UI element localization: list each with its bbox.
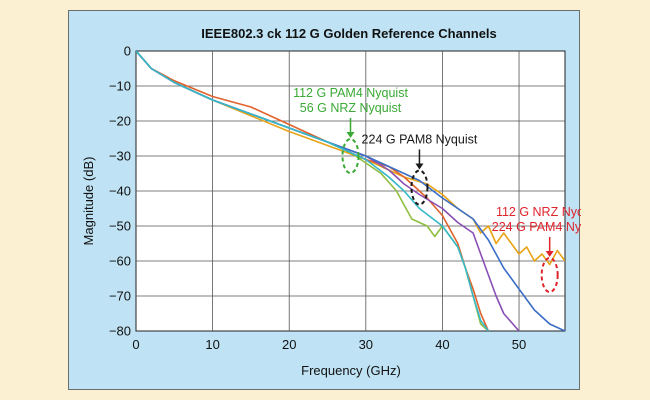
annotation-marker: [341, 138, 360, 174]
y-tick-label: 0: [124, 44, 131, 59]
series-line-6: [136, 51, 490, 331]
y-tick-label: −80: [109, 324, 131, 339]
annotation-text: 224 G PAM4 Nyquist: [492, 220, 581, 234]
x-tick-label: 50: [512, 337, 526, 352]
y-tick-label: −70: [109, 289, 131, 304]
x-tick-label: 10: [205, 337, 219, 352]
y-tick-label: −20: [109, 114, 131, 129]
annotation-2: 224 G PAM8 Nyquist: [362, 133, 478, 206]
y-tick-label: −50: [109, 219, 131, 234]
annotation-arrowhead: [415, 163, 424, 170]
x-tick-label: 20: [282, 337, 296, 352]
annotation-marker: [540, 257, 559, 293]
grid-lines: [136, 51, 565, 331]
y-tick-label: −60: [109, 254, 131, 269]
series-layer: [136, 51, 565, 331]
annotation-arrowhead: [346, 132, 355, 138]
chart-frame: IEEE802.3 ck 112 G Golden Reference Chan…: [68, 10, 581, 390]
y-tick-label: −10: [109, 79, 131, 94]
x-tick-label: 0: [132, 337, 139, 352]
y-tick-label: −30: [109, 149, 131, 164]
tick-labels: 0 10 20 30 40 50 0 −10 −20 −30 −40 −50 −60 −70 −80: [109, 44, 526, 353]
x-tick-label: 30: [359, 337, 373, 352]
annotation-text: 112 G PAM4 Nyquist: [293, 86, 408, 100]
annotation-arrowhead: [545, 251, 554, 257]
x-axis-label: Frequency (GHz): [301, 363, 401, 378]
y-axis-label: Magnitude (dB): [81, 157, 96, 246]
x-tick-label: 40: [435, 337, 449, 352]
annotation-marker: [410, 169, 429, 206]
chart-title: IEEE802.3 ck 112 G Golden Reference Chan…: [201, 26, 497, 41]
annotation-text: 56 G NRZ Nyquist: [300, 101, 402, 115]
annotation-text: 224 G PAM8 Nyquist: [362, 133, 478, 147]
annotation-text: 112 G NRZ Nyquist: [496, 205, 581, 219]
chart-svg: IEEE802.3 ck 112 G Golden Reference Chan…: [81, 26, 581, 378]
y-tick-label: −40: [109, 184, 131, 199]
